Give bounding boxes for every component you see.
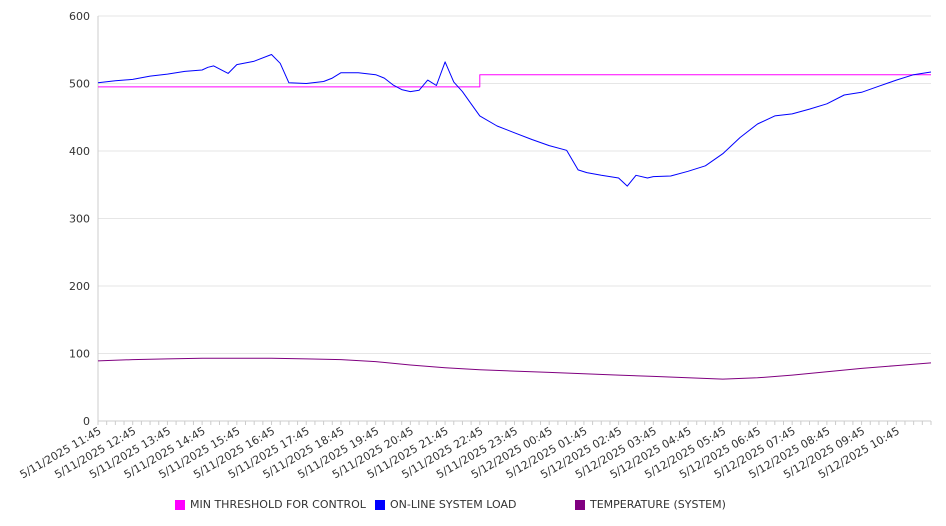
system-load-line <box>97 54 932 187</box>
legend-item-temperature[interactable]: TEMPERATURE (SYSTEM) <box>575 498 726 511</box>
y-tick-label: 0 <box>83 415 90 428</box>
y-tick-label: 100 <box>69 348 90 361</box>
x-tick-labels: 5/11/2025 11:455/11/2025 12:455/11/2025 … <box>18 424 902 481</box>
legend: MIN THRESHOLD FOR CONTROL ON-LINE SYSTEM… <box>0 498 946 514</box>
y-tick-label: 500 <box>69 78 90 91</box>
legend-swatch <box>375 499 385 510</box>
axes <box>97 16 932 425</box>
y-tick-labels: 0 100 200 300 400 500 600 <box>69 10 90 428</box>
legend-item-system-load[interactable]: ON-LINE SYSTEM LOAD <box>375 498 516 511</box>
min-threshold-line <box>98 74 931 88</box>
legend-item-min-threshold[interactable]: MIN THRESHOLD FOR CONTROL <box>175 498 366 511</box>
temperature-line <box>97 357 932 380</box>
grid <box>98 15 931 354</box>
legend-label: ON-LINE SYSTEM LOAD <box>390 498 517 511</box>
series-lines <box>97 54 932 380</box>
legend-swatch <box>575 499 585 510</box>
legend-label: TEMPERATURE (SYSTEM) <box>590 498 726 511</box>
legend-label: MIN THRESHOLD FOR CONTROL <box>190 498 366 511</box>
y-tick-label: 600 <box>69 10 90 23</box>
y-tick-label: 300 <box>69 213 90 226</box>
y-tick-label: 200 <box>69 280 90 293</box>
y-tick-label: 400 <box>69 145 90 158</box>
legend-swatch <box>175 499 185 510</box>
